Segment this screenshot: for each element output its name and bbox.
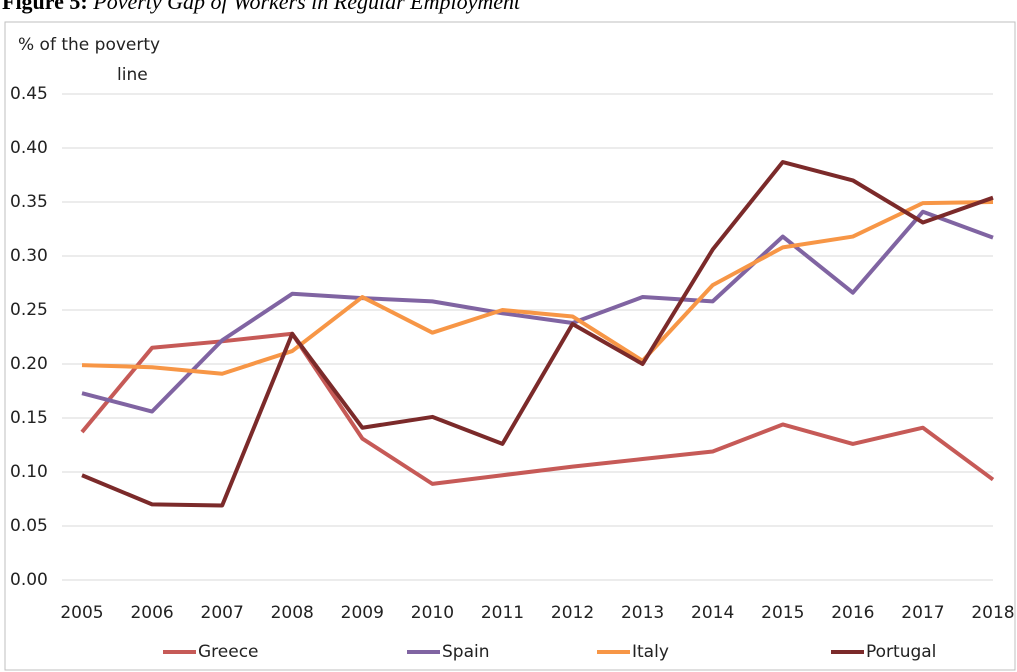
y-tick-label: 0.40 [10,138,48,158]
data-line [81,160,994,508]
y-tick-label: 0.00 [10,570,48,590]
legend-label: Spain [442,642,490,662]
x-tick-label: 2015 [761,603,804,623]
x-tick-label: 2005 [60,603,103,623]
x-tick-label: 2011 [481,603,524,623]
y-tick-label: 0.15 [10,408,48,428]
y-tick-label: 0.30 [10,246,48,266]
y-tick-label: 0.20 [10,354,48,374]
x-tick-label: 2008 [271,603,314,623]
data-line [80,331,995,486]
x-tick-label: 2010 [411,603,454,623]
x-tick-label: 2017 [901,603,944,623]
x-tick-label: 2006 [130,603,173,623]
y-tick-label: 0.05 [10,516,48,536]
legend-label: Greece [198,642,259,662]
y-tick-label: 0.35 [10,192,48,212]
data-line [81,200,994,376]
data-line [81,209,994,414]
x-tick-label: 2014 [691,603,734,623]
x-tick-label: 2018 [971,603,1014,623]
y-axis-label: % of the poverty [18,35,160,55]
legend-label: Portugal [866,642,936,662]
y-tick-label: 0.25 [10,300,48,320]
y-tick-label: 0.45 [10,84,48,104]
y-tick-label: 0.10 [10,462,48,482]
x-tick-label: 2016 [831,603,874,623]
y-axis-label: line [117,65,148,85]
title-text: Poverty Gap of Workers in Regular Employ… [92,0,521,14]
chart-title: Figure 5: Poverty Gap of Workers in Regu… [2,0,521,14]
figure-label: Figure 5: [2,0,88,14]
x-tick-label: 2012 [551,603,594,623]
legend-label: Italy [632,642,669,662]
x-tick-label: 2009 [341,603,384,623]
x-tick-label: 2013 [621,603,664,623]
x-tick-label: 2007 [201,603,244,623]
